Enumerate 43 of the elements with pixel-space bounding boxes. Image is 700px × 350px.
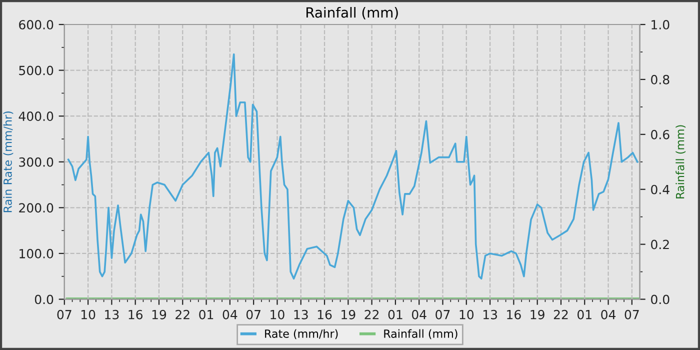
x-tick-label: 04 [412, 310, 426, 320]
y2-tick-label: 0.8 [651, 74, 670, 84]
x-tick-label: 01 [388, 310, 402, 320]
x-tick-label: 01 [577, 310, 592, 320]
x-tick-label: 16 [318, 310, 332, 320]
y-tick-label: 200.0 [19, 203, 54, 213]
legend-label: Rate (mm/hr) [265, 329, 338, 340]
y-tick-label: 500.0 [19, 66, 54, 76]
y2-tick-label: 1.0 [652, 20, 670, 30]
x-tick-label: 16 [128, 310, 143, 320]
y-tick-label: 600.0 [19, 20, 54, 30]
x-tick-label: 16 [507, 310, 521, 320]
x-tick-label: 13 [294, 310, 308, 320]
y-tick-label: 100.0 [20, 248, 54, 258]
x-tick-label: 07 [246, 310, 260, 320]
x-tick-label: 07 [624, 310, 639, 320]
x-tick-label: 04 [222, 310, 238, 320]
x-tick-label: 22 [176, 310, 190, 320]
x-tick-label: 01 [199, 310, 214, 320]
x-tick-label: 10 [81, 310, 96, 320]
y-tick-label: 0.0 [34, 294, 54, 304]
x-tick-label: 19 [152, 310, 166, 320]
x-tick-label: 19 [530, 310, 544, 320]
x-tick-label: 10 [270, 310, 284, 320]
y-tick-label: 400.0 [18, 112, 54, 122]
y-tick-label: 300.0 [19, 157, 54, 167]
x-tick-label: 07 [57, 310, 72, 320]
x-tick-label: 04 [601, 310, 616, 320]
y2-axis-title: Rainfall (mm) [676, 125, 686, 198]
x-tick-label: 13 [483, 310, 497, 320]
legend-label: Rainfall (mm) [384, 329, 458, 340]
y2-tick-label: 0.4 [651, 184, 670, 194]
chart-title: Rainfall (mm) [306, 7, 398, 20]
y-axis-title: Rain Rate (mm/hr) [3, 112, 14, 212]
y2-tick-label: 0.0 [651, 294, 670, 304]
x-tick-label: 22 [364, 310, 379, 320]
x-tick-label: 13 [105, 310, 119, 320]
y2-tick-label: 0.2 [651, 240, 669, 250]
x-tick-label: 19 [342, 310, 356, 320]
x-tick-label: 07 [436, 310, 450, 320]
y2-tick-label: 0.6 [651, 130, 670, 140]
x-tick-label: 10 [460, 310, 474, 320]
x-tick-label: 22 [554, 310, 568, 320]
